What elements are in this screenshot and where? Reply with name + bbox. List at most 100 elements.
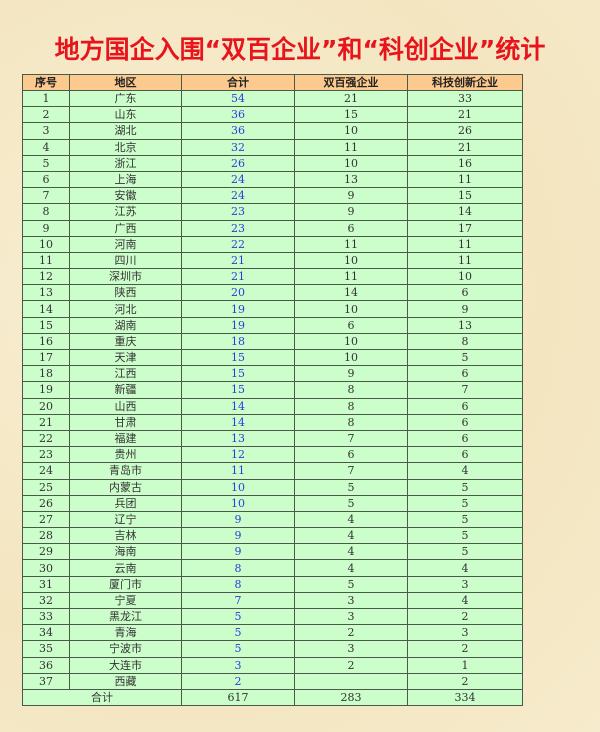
cell-kechuang: 17 — [407, 219, 523, 237]
cell-index: 3 — [22, 122, 70, 140]
cell-index: 14 — [22, 300, 70, 318]
cell-shuangbai: 10 — [294, 154, 408, 172]
cell-kechuang: 2 — [407, 640, 523, 658]
table-row: 30 云南 8 4 4 — [22, 559, 523, 577]
cell-shuangbai: 4 — [294, 543, 408, 561]
cell-total: 18 — [181, 332, 295, 351]
table-row: 29 海南 9 4 5 — [22, 543, 523, 561]
cell-index: 31 — [22, 575, 70, 593]
cell-index: 20 — [22, 397, 70, 415]
cell-region: 天津 — [69, 348, 182, 367]
cell-region: 青岛市 — [69, 462, 182, 480]
cell-kechuang: 4 — [407, 559, 523, 577]
cell-total: 12 — [181, 446, 295, 464]
table-row: 31 厦门市 8 5 3 — [22, 575, 523, 593]
cell-total: 15 — [181, 381, 295, 399]
cell-total: 32 — [181, 138, 295, 156]
cell-index: 8 — [22, 203, 70, 221]
cell-total: 5 — [181, 607, 295, 626]
cell-shuangbai: 3 — [294, 640, 408, 658]
header-total: 合计 — [181, 74, 295, 91]
table-row: 13 陕西 20 14 6 — [22, 284, 523, 302]
footer-kechuang: 334 — [407, 688, 523, 707]
cell-kechuang: 7 — [407, 381, 523, 399]
cell-shuangbai — [294, 672, 408, 690]
cell-shuangbai: 3 — [294, 607, 408, 626]
cell-kechuang: 2 — [407, 672, 523, 690]
cell-index: 26 — [22, 494, 70, 512]
cell-shuangbai: 2 — [294, 656, 408, 674]
table-row: 14 河北 19 10 9 — [22, 300, 523, 318]
cell-region: 广东 — [69, 89, 182, 108]
cell-total: 21 — [181, 251, 295, 270]
cell-total: 22 — [181, 235, 295, 253]
table-row: 27 辽宁 9 4 5 — [22, 510, 523, 529]
cell-index: 34 — [22, 624, 70, 642]
cell-total: 3 — [181, 656, 295, 674]
cell-shuangbai: 8 — [294, 413, 408, 431]
cell-shuangbai: 3 — [294, 591, 408, 610]
header-shuangbai: 双百强企业 — [294, 74, 408, 91]
table-row: 15 湖南 19 6 13 — [22, 316, 523, 334]
cell-index: 25 — [22, 478, 70, 496]
table-row: 23 贵州 12 6 6 — [22, 446, 523, 464]
cell-index: 28 — [22, 527, 70, 545]
cell-region: 海南 — [69, 543, 182, 561]
cell-region: 宁夏 — [69, 591, 182, 610]
cell-index: 15 — [22, 316, 70, 334]
cell-kechuang: 3 — [407, 624, 523, 642]
cell-region: 广西 — [69, 219, 182, 237]
cell-index: 19 — [22, 381, 70, 399]
table-row: 12 深圳市 21 11 10 — [22, 268, 523, 286]
cell-region: 河南 — [69, 235, 182, 253]
cell-shuangbai: 13 — [294, 170, 408, 189]
header-region: 地区 — [69, 74, 182, 91]
cell-shuangbai: 7 — [294, 429, 408, 448]
table-row: 22 福建 13 7 6 — [22, 429, 523, 448]
cell-shuangbai: 4 — [294, 527, 408, 545]
cell-index: 18 — [22, 365, 70, 383]
cell-total: 26 — [181, 154, 295, 172]
cell-shuangbai: 9 — [294, 187, 408, 205]
cell-shuangbai: 11 — [294, 235, 408, 253]
cell-shuangbai: 11 — [294, 138, 408, 156]
cell-total: 20 — [181, 284, 295, 302]
cell-total: 9 — [181, 527, 295, 545]
cell-shuangbai: 4 — [294, 510, 408, 529]
cell-region: 河北 — [69, 300, 182, 318]
cell-total: 21 — [181, 268, 295, 286]
cell-index: 32 — [22, 591, 70, 610]
cell-region: 深圳市 — [69, 268, 182, 286]
cell-region: 大连市 — [69, 656, 182, 674]
cell-kechuang: 5 — [407, 478, 523, 496]
table-row: 35 宁波市 5 3 2 — [22, 640, 523, 658]
table-row: 17 天津 15 10 5 — [22, 348, 523, 367]
cell-total: 15 — [181, 365, 295, 383]
cell-region: 黑龙江 — [69, 607, 182, 626]
cell-shuangbai: 9 — [294, 203, 408, 221]
cell-kechuang: 6 — [407, 429, 523, 448]
cell-index: 6 — [22, 170, 70, 189]
table-row: 11 四川 21 10 11 — [22, 251, 523, 270]
cell-total: 8 — [181, 559, 295, 577]
cell-kechuang: 10 — [407, 268, 523, 286]
cell-kechuang: 3 — [407, 575, 523, 593]
cell-total: 24 — [181, 170, 295, 189]
cell-shuangbai: 6 — [294, 446, 408, 464]
page-title: 地方国企入围“双百企业”和“科创企业”统计 — [54, 35, 546, 64]
cell-index: 5 — [22, 154, 70, 172]
table-row: 25 内蒙古 10 5 5 — [22, 478, 523, 496]
table-row: 33 黑龙江 5 3 2 — [22, 607, 523, 626]
cell-shuangbai: 6 — [294, 316, 408, 334]
cell-index: 11 — [22, 251, 70, 270]
cell-kechuang: 4 — [407, 462, 523, 480]
cell-total: 8 — [181, 575, 295, 593]
cell-kechuang: 1 — [407, 656, 523, 674]
cell-region: 湖南 — [69, 316, 182, 334]
cell-total: 24 — [181, 187, 295, 205]
cell-kechuang: 5 — [407, 543, 523, 561]
table-row: 36 大连市 3 2 1 — [22, 656, 523, 674]
cell-total: 36 — [181, 106, 295, 124]
cell-kechuang: 6 — [407, 446, 523, 464]
cell-region: 陕西 — [69, 284, 182, 302]
